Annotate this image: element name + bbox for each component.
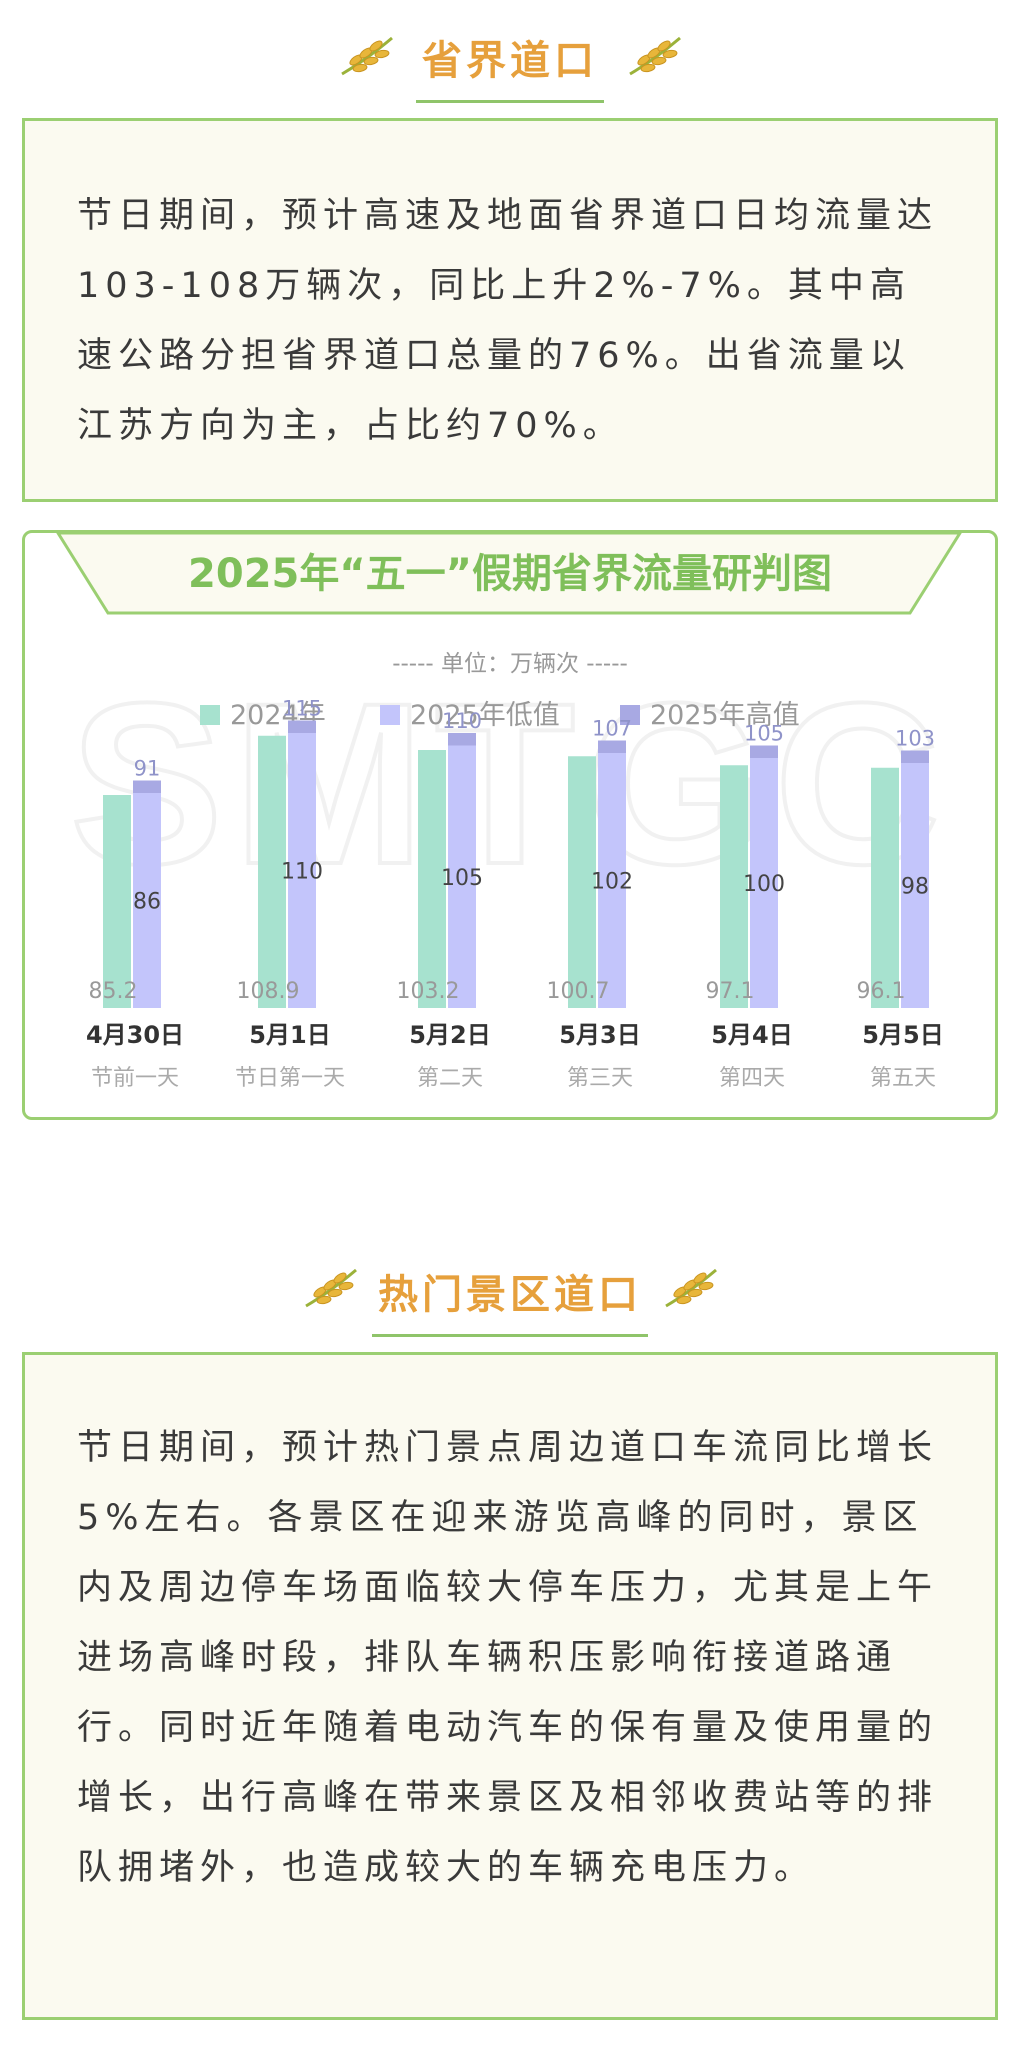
x-tick-label: 5月4日 xyxy=(711,1021,792,1049)
bar-2025-low xyxy=(448,745,476,1008)
bar-2025-high xyxy=(750,745,778,758)
label-2025-high: 105 xyxy=(744,722,784,746)
bar-2024 xyxy=(418,750,446,1008)
bar-2024 xyxy=(258,735,286,1008)
wheat-icon xyxy=(665,1268,717,1308)
label-2025-high: 103 xyxy=(895,727,935,751)
label-2024: 85.2 xyxy=(89,979,138,1004)
label-2024: 96.1 xyxy=(857,979,906,1004)
bar-2024 xyxy=(720,765,748,1008)
bar-2025-low xyxy=(901,763,929,1008)
x-sub-label: 第五天 xyxy=(870,1066,936,1091)
label-2024: 103.2 xyxy=(397,979,460,1004)
bar-2025-high xyxy=(288,720,316,733)
legend-swatch xyxy=(200,705,220,725)
legend-label: 2025年高值 xyxy=(650,700,800,731)
bar-2025-high xyxy=(598,740,626,753)
section-title-text: 省界道口 xyxy=(416,28,604,103)
bar-2024 xyxy=(871,767,899,1008)
legend-label: 2025年低值 xyxy=(410,700,560,731)
chart-svg: SMTGC 2025年“五一”假期省界流量研判图 ----- 单位：万辆次 --… xyxy=(55,531,963,1092)
section-title-border-crossings: 省界道口 xyxy=(0,28,1020,103)
x-sub-label: 第二天 xyxy=(417,1066,483,1091)
label-2025-high: 115 xyxy=(282,697,322,721)
label-2025-high: 107 xyxy=(592,717,632,741)
bar-2024 xyxy=(103,795,131,1008)
scenic-area-paragraph: 节日期间，预计热门景点周边道口车流同比增长5%左右。各景区在迎来游览高峰的同时，… xyxy=(77,1428,939,1888)
section-title-scenic-areas: 热门景区道口 xyxy=(0,1262,1020,1337)
bar-2025-high xyxy=(901,750,929,763)
label-2025-low: 110 xyxy=(281,860,323,885)
bar-2025-low xyxy=(598,753,626,1008)
x-sub-label: 节日第一天 xyxy=(235,1066,345,1091)
x-tick-label: 4月30日 xyxy=(86,1021,184,1049)
legend-swatch xyxy=(620,705,640,725)
legend: 2024年 2025年低值 2025年高值 xyxy=(200,700,800,731)
label-2025-low: 86 xyxy=(133,890,161,915)
legend-swatch xyxy=(380,705,400,725)
label-2025-high: 91 xyxy=(134,757,161,781)
x-tick-label: 5月2日 xyxy=(409,1021,490,1049)
chart-title: 2025年“五一”假期省界流量研判图 xyxy=(188,551,832,597)
x-sub-label: 第四天 xyxy=(719,1066,785,1091)
section-title-text: 热门景区道口 xyxy=(372,1262,648,1337)
label-2025-low: 102 xyxy=(591,870,633,895)
x-tick-label: 5月1日 xyxy=(249,1021,330,1049)
x-tick-label: 5月5日 xyxy=(862,1021,943,1049)
wheat-icon xyxy=(305,1268,357,1308)
unit-label: ----- 单位：万辆次 ----- xyxy=(392,651,628,677)
chart-card: SMTGC 2025年“五一”假期省界流量研判图 ----- 单位：万辆次 --… xyxy=(22,530,998,1120)
x-sub-label: 节前一天 xyxy=(91,1066,179,1091)
label-2024: 108.9 xyxy=(237,979,300,1004)
bar-2025-low xyxy=(133,793,161,1008)
x-tick-label: 5月3日 xyxy=(559,1021,640,1049)
scenic-area-info-box: 节日期间，预计热门景点周边道口车流同比增长5%左右。各景区在迎来游览高峰的同时，… xyxy=(22,1352,998,2020)
bar-2025-high xyxy=(448,733,476,746)
label-2024: 97.1 xyxy=(706,979,755,1004)
label-2025-high: 110 xyxy=(442,709,482,733)
border-crossing-info-box: 节日期间，预计高速及地面省界道口日均流量达103-108万辆次，同比上升2%-7… xyxy=(22,118,998,502)
border-crossing-paragraph: 节日期间，预计高速及地面省界道口日均流量达103-108万辆次，同比上升2%-7… xyxy=(77,196,939,446)
bar-2025-low xyxy=(288,733,316,1008)
bar-2025-high xyxy=(133,780,161,793)
label-2025-low: 98 xyxy=(901,875,929,900)
wheat-icon xyxy=(629,36,681,76)
label-2025-low: 100 xyxy=(743,872,785,897)
bar-2024 xyxy=(568,756,596,1008)
label-2024: 100.7 xyxy=(547,979,610,1004)
wheat-icon xyxy=(341,36,393,76)
chart-title-banner xyxy=(55,531,963,615)
x-sub-label: 第三天 xyxy=(567,1066,633,1091)
bar-2025-low xyxy=(750,758,778,1008)
label-2025-low: 105 xyxy=(441,866,483,891)
watermark: SMTGC xyxy=(70,655,951,912)
